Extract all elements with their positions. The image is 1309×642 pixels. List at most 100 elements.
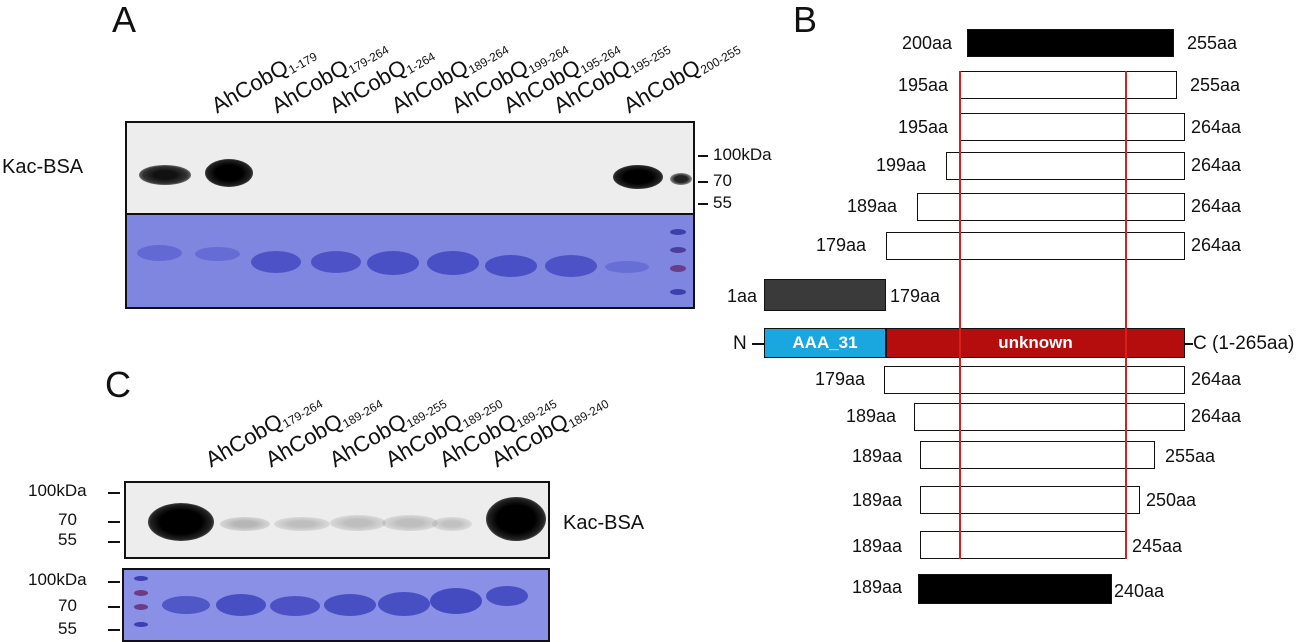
- blot-band: [205, 159, 253, 187]
- panel-a-blot-label: Kac-BSA: [2, 156, 84, 178]
- marker-tick: [108, 492, 120, 494]
- construct-end: 264aa: [1191, 369, 1242, 389]
- ladder-band: [134, 576, 148, 581]
- construct-bar: [920, 531, 1126, 559]
- marker-label: 100kDa: [28, 481, 87, 500]
- ladder-band: [670, 247, 686, 253]
- construct-start: 1aa: [727, 286, 758, 306]
- blot-band: [613, 165, 663, 189]
- gel-band: [378, 592, 430, 616]
- blot-band: [274, 517, 330, 531]
- marker-tick: [108, 606, 120, 608]
- marker-label: 70: [58, 596, 77, 615]
- c-terminus-label: C (1-265aa): [1193, 333, 1295, 354]
- construct-start: 179aa: [815, 369, 866, 389]
- marker-label: 70: [713, 171, 732, 190]
- panel-b-letter: B: [793, 0, 818, 40]
- blot-band: [330, 515, 386, 531]
- construct-bar: [946, 152, 1185, 180]
- panel-c-western-blot: [124, 481, 550, 559]
- ladder-band: [670, 229, 686, 235]
- marker-tick: [108, 541, 120, 543]
- construct-end: 245aa: [1132, 536, 1183, 556]
- gel-band: [324, 594, 376, 616]
- construct-bar: [920, 486, 1140, 514]
- construct-start: 179aa: [816, 235, 867, 255]
- marker-label: 100kDa: [713, 145, 772, 164]
- marker-tick: [698, 203, 708, 205]
- blot-band: [432, 517, 472, 531]
- gel-band: [270, 596, 320, 616]
- construct-bar: [918, 574, 1112, 604]
- panel-c-letter: C: [105, 364, 131, 405]
- construct-start: 189aa: [852, 577, 903, 597]
- construct-end: 240aa: [1114, 581, 1165, 601]
- marker-tick: [108, 629, 120, 631]
- construct-end: 264aa: [1191, 406, 1242, 426]
- construct-bar: [764, 279, 886, 311]
- panel-a-letter: A: [112, 0, 137, 40]
- gel-band: [545, 255, 597, 277]
- blot-band: [148, 503, 214, 541]
- construct-end: 264aa: [1191, 235, 1242, 255]
- gel-band: [485, 255, 537, 277]
- c-terminus-line: [1185, 343, 1193, 345]
- construct-bar: [917, 193, 1185, 221]
- marker-label: 100kDa: [28, 570, 87, 589]
- marker-band: [670, 173, 692, 185]
- construct-start: 189aa: [852, 446, 903, 466]
- gel-band: [162, 596, 210, 614]
- construct-start: 189aa: [852, 536, 903, 556]
- construct-start: 200aa: [902, 33, 953, 53]
- construct-start: 195aa: [898, 117, 949, 137]
- construct-bar: [914, 403, 1185, 431]
- construct-bar: [886, 232, 1185, 260]
- construct-start: 189aa: [847, 196, 898, 216]
- ladder-band: [134, 604, 148, 610]
- guide-line: [959, 71, 961, 559]
- marker-tick: [698, 155, 708, 157]
- construct-start: 199aa: [876, 155, 927, 175]
- construct-end: 255aa: [1190, 75, 1241, 95]
- gel-band: [605, 261, 649, 273]
- marker-tick: [108, 581, 120, 583]
- construct-bar: [884, 366, 1185, 394]
- gel-band: [137, 245, 182, 261]
- gel-band: [430, 588, 482, 614]
- panel-a-western-blot: [125, 121, 695, 217]
- marker-label: 55: [713, 193, 732, 212]
- blot-band: [486, 497, 546, 541]
- ladder-band: [670, 289, 686, 295]
- construct-bar: [920, 441, 1155, 469]
- gel-band: [486, 586, 528, 606]
- gel-band: [251, 251, 301, 273]
- gel-band: [427, 251, 479, 275]
- n-terminus-line: [752, 343, 764, 345]
- guide-line: [1125, 71, 1127, 559]
- blot-band: [382, 515, 438, 531]
- construct-end: 255aa: [1187, 33, 1238, 53]
- ladder-band: [134, 590, 148, 596]
- panel-a-coomassie-gel: [125, 213, 695, 309]
- panel-c-blot-label: Kac-BSA: [563, 512, 645, 534]
- marker-label: 55: [58, 619, 77, 638]
- ladder-band: [134, 622, 148, 627]
- marker-tick: [698, 181, 708, 183]
- construct-end: 264aa: [1191, 155, 1242, 175]
- n-terminus-label: N: [733, 333, 747, 354]
- construct-bar: [960, 113, 1185, 141]
- construct-end: 255aa: [1165, 446, 1216, 466]
- marker-label: 70: [58, 510, 77, 529]
- construct-end: 264aa: [1191, 117, 1242, 137]
- panel-c-coomassie-gel: [122, 568, 550, 642]
- construct-bar: [960, 71, 1177, 99]
- domain-aaa31: AAA_31: [764, 328, 886, 358]
- gel-band: [311, 251, 361, 273]
- blot-band: [139, 165, 191, 185]
- gel-band: [195, 247, 240, 261]
- construct-bar: [967, 29, 1174, 57]
- marker-label: 55: [58, 530, 77, 549]
- domain-unknown: unknown: [886, 328, 1185, 358]
- construct-start: 189aa: [852, 490, 903, 510]
- ladder-band: [670, 265, 686, 272]
